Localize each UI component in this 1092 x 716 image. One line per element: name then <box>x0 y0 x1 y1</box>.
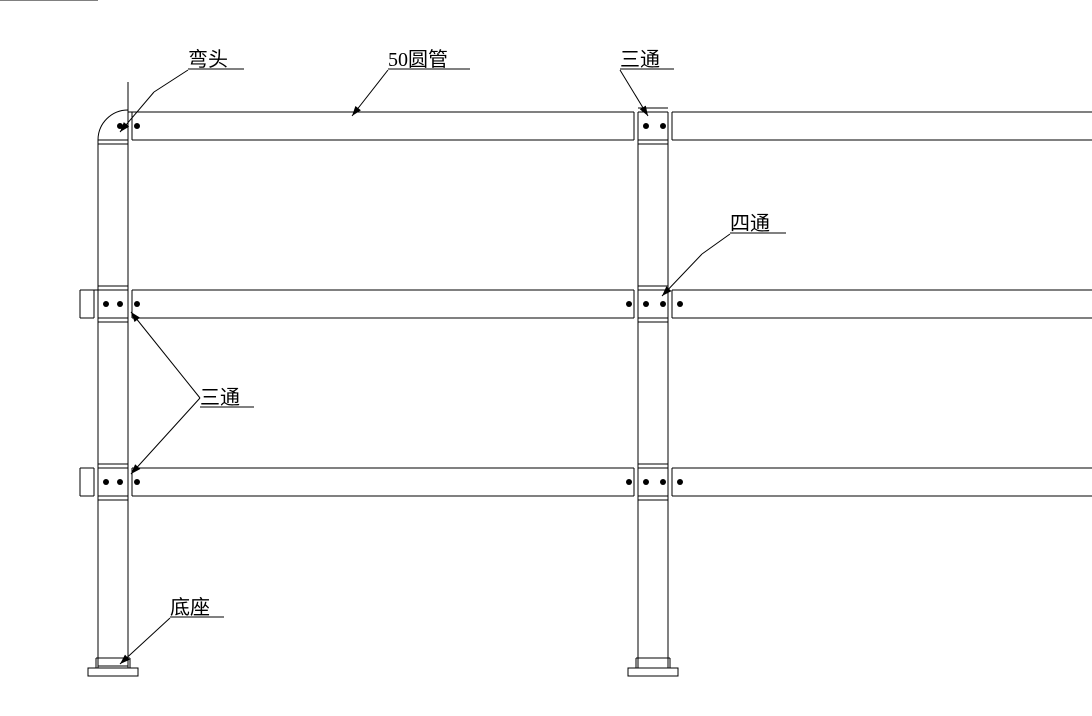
svg-text:四通: 四通 <box>730 212 770 235</box>
svg-text:弯头: 弯头 <box>188 48 228 71</box>
svg-text:底座: 底座 <box>170 596 210 619</box>
svg-text:50圆管: 50圆管 <box>388 48 448 71</box>
canvas-bg <box>0 0 1092 716</box>
svg-text:三通: 三通 <box>200 386 240 409</box>
svg-text:三通: 三通 <box>620 48 660 71</box>
